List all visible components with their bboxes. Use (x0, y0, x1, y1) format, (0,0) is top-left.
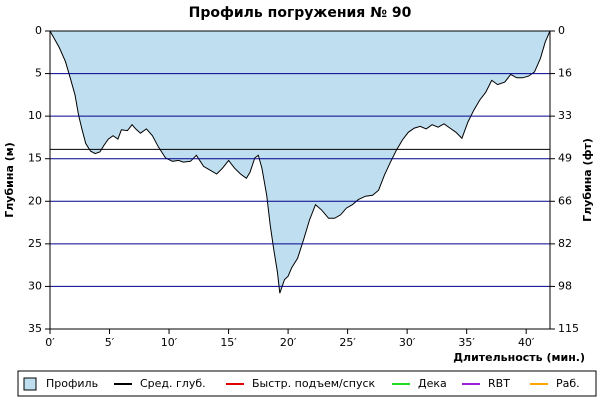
y2-tick-label: 98 (558, 279, 572, 292)
y-tick-label: 0 (35, 24, 42, 37)
x-tick-label: 25′ (339, 336, 356, 349)
x-axis-label: Длительность (мин.) (453, 351, 585, 364)
legend-label: RBT (488, 377, 510, 390)
y2-tick-label: 82 (558, 237, 572, 250)
x-tick-label: 20′ (280, 336, 297, 349)
y2-tick-label: 16 (558, 67, 572, 80)
y-tick-label: 30 (28, 279, 42, 292)
legend-label: Быстр. подъем/спуск (252, 377, 376, 390)
y2-tick-label: 115 (558, 322, 579, 335)
y-tick-label: 25 (28, 237, 42, 250)
profile-area (49, 30, 551, 294)
y2-tick-label: 0 (558, 24, 565, 37)
legend-label: Дека (418, 377, 447, 390)
y-tick-label: 10 (28, 109, 42, 122)
y2-tick-label: 66 (558, 194, 572, 207)
y-tick-label: 20 (28, 194, 42, 207)
x-tick-label: 15′ (220, 336, 237, 349)
x-tick-label: 5′ (105, 336, 115, 349)
legend-label: Раб. (556, 377, 580, 390)
x-tick-label: 35′ (458, 336, 475, 349)
x-tick-label: 40′ (518, 336, 535, 349)
y-axis-label: Глубина (м) (3, 142, 16, 218)
x-tick-label: 30′ (399, 336, 416, 349)
y-tick-label: 15 (28, 152, 42, 165)
y2-tick-label: 49 (558, 152, 572, 165)
legend-label: Сред. глуб. (140, 377, 206, 390)
chart-title: Профиль погружения № 90 (189, 5, 412, 21)
y-tick-label: 5 (35, 67, 42, 80)
x-tick-label: 10′ (161, 336, 178, 349)
y2-axis-label: Глубина (фт) (581, 138, 594, 222)
x-tick-label: 0′ (45, 336, 55, 349)
y2-tick-label: 33 (558, 109, 572, 122)
plot-frame (49, 30, 551, 330)
legend-label: Профиль (46, 377, 98, 390)
legend-swatch (23, 377, 37, 391)
y-tick-label: 35 (28, 322, 42, 335)
